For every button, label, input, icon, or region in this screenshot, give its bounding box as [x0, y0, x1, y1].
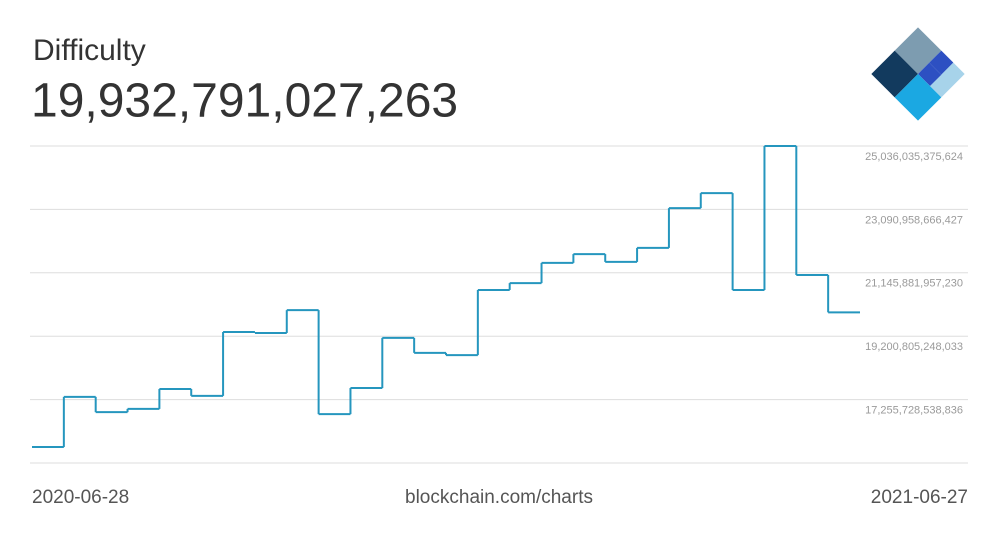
- chart-title: Difficulty: [33, 34, 146, 67]
- logo-tile: [894, 27, 942, 74]
- y-tick-label: 23,090,958,666,427: [865, 214, 963, 226]
- logo: [871, 27, 965, 121]
- y-tick-label: 19,200,805,248,033: [865, 341, 963, 353]
- logo-tile: [894, 74, 942, 121]
- y-tick-label: 21,145,881,957,230: [865, 278, 963, 290]
- logo-tile: [930, 62, 965, 98]
- current-value: 19,932,791,027,263: [31, 75, 458, 128]
- logo-tile: [871, 50, 918, 98]
- x-start-label: 2020-06-28: [32, 487, 129, 508]
- source-label: blockchain.com/charts: [405, 487, 593, 508]
- y-tick-label: 25,036,035,375,624: [865, 151, 963, 163]
- logo-tile: [918, 62, 942, 87]
- y-tick-label: 17,255,728,538,836: [865, 405, 963, 417]
- x-end-label: 2021-06-27: [871, 487, 968, 508]
